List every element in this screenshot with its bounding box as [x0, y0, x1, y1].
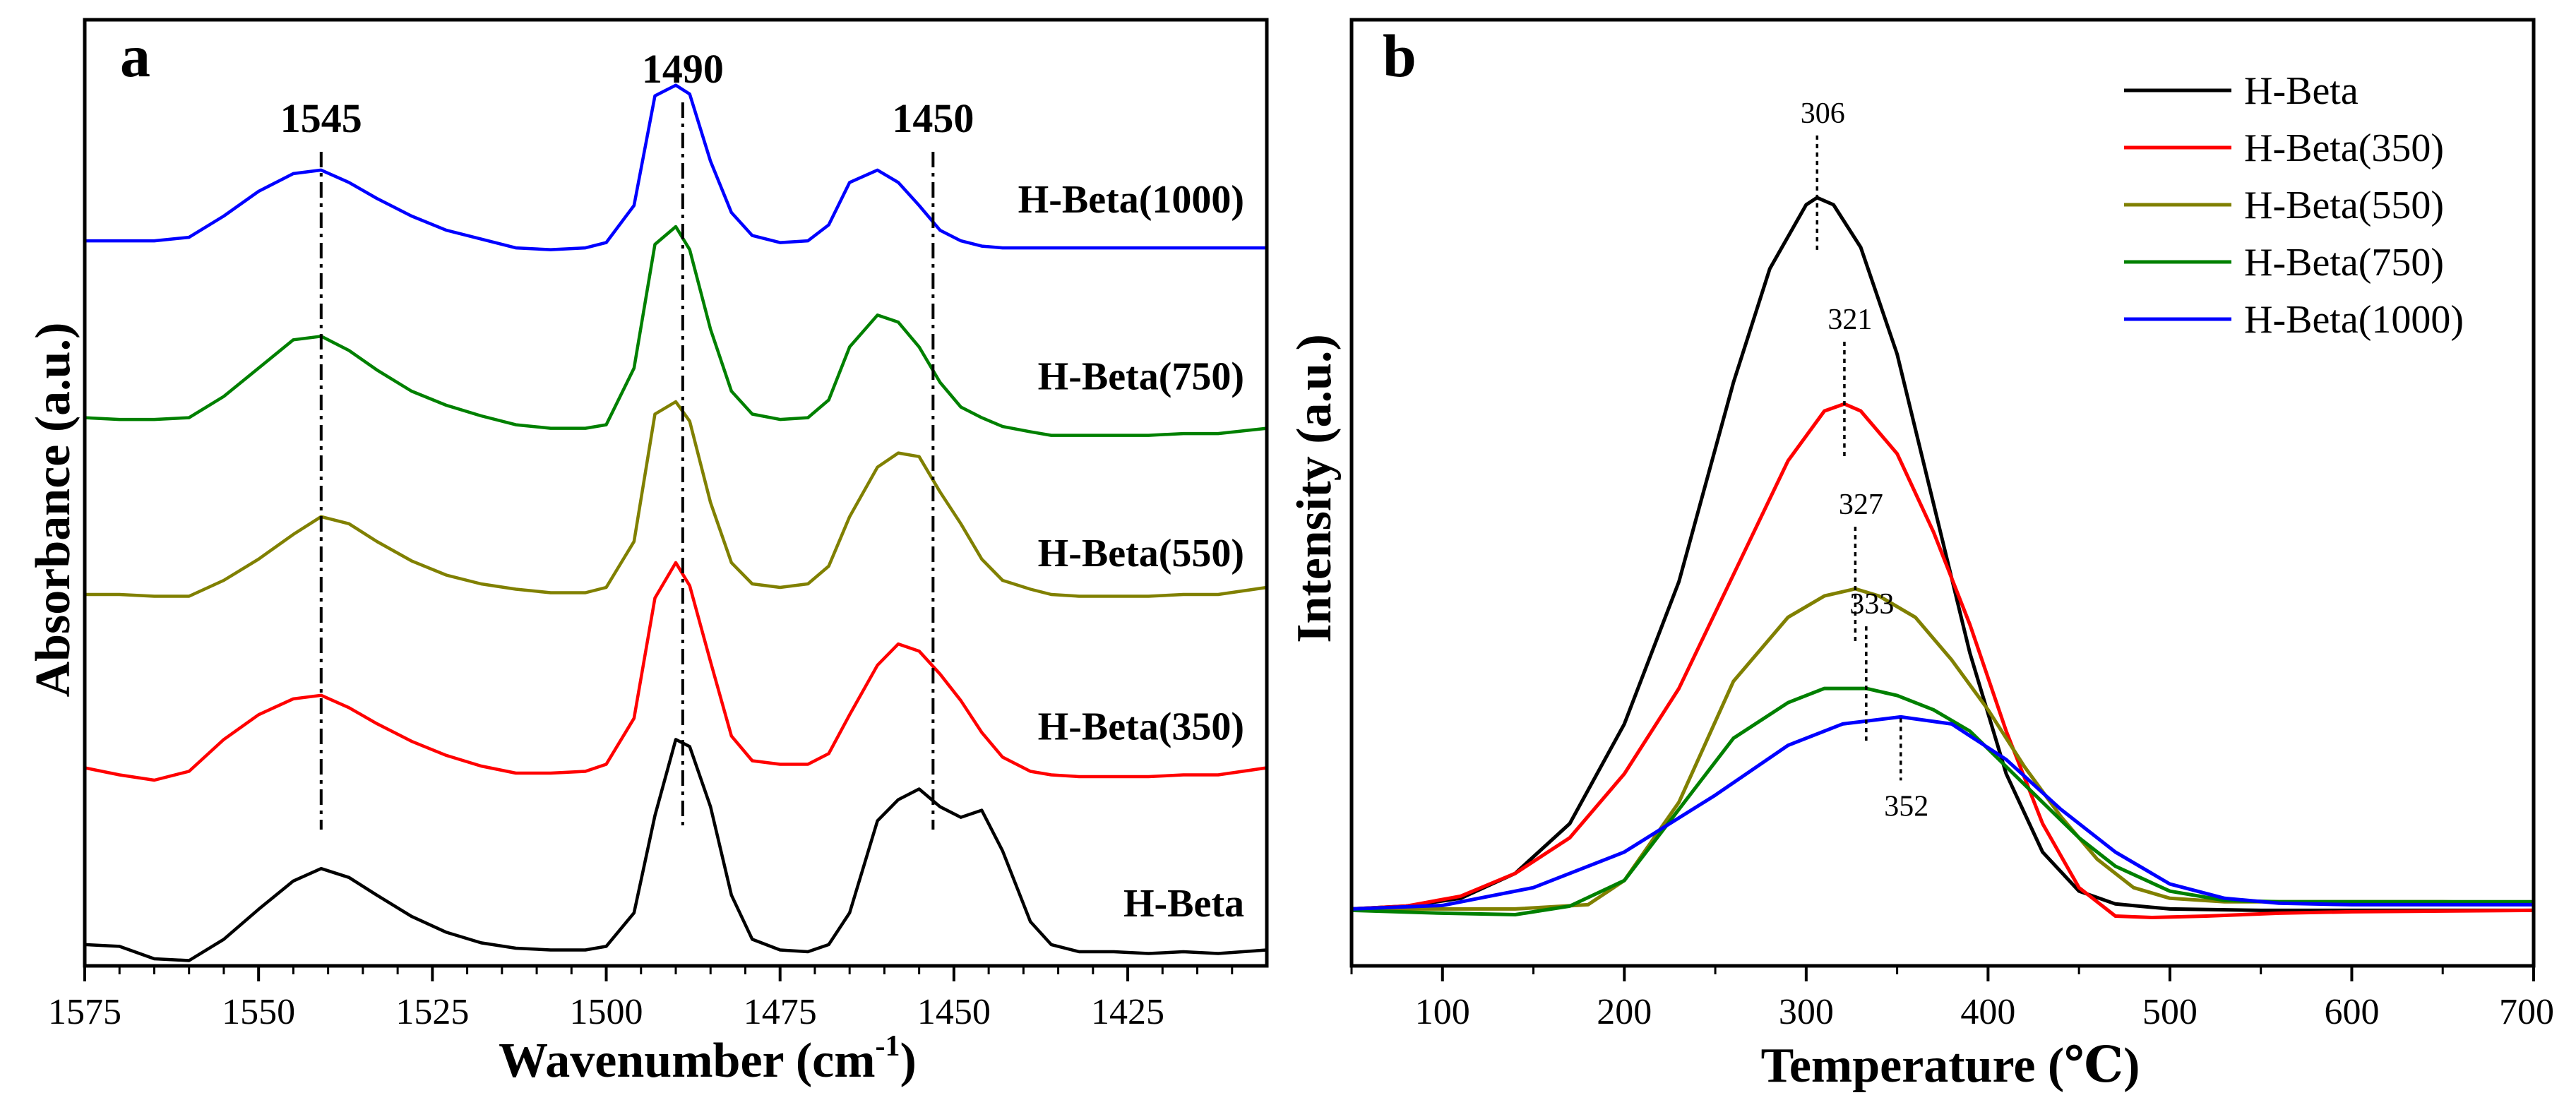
panel-b-x-tick-label-200: 200 [1597, 992, 1652, 1032]
panel-a-x-tick-label-1425: 1425 [1091, 992, 1164, 1032]
panel-a-series-label-h-beta: H-Beta [1123, 882, 1244, 926]
panel-a-series-h-beta [84, 738, 1268, 962]
panel-b-x-tick-label-500: 500 [2142, 992, 2198, 1032]
panel-a-x-tick-label-1525: 1525 [395, 992, 469, 1032]
panel-a-series-label-h-beta-750: H-Beta(750) [1038, 355, 1244, 399]
panel-b-peak-label-333: 333 [1849, 588, 1894, 621]
panel-a-x-tick-label-1550: 1550 [222, 992, 295, 1032]
panel-a-series-label-h-beta-350: H-Beta(350) [1038, 705, 1244, 749]
panel-a-x-tick-label-1500: 1500 [570, 992, 643, 1032]
panel-a-frame [83, 18, 1269, 968]
panel-b-x-tick-label-400: 400 [1960, 992, 2015, 1032]
panel-b-series-h-beta-350 [1351, 402, 2534, 919]
panel-a-label: a [120, 22, 150, 90]
panel-a-spectra-chart: a Absorbance (a.u.) Wavenumber (cm-1) 15… [26, 18, 1269, 1088]
panel-b-series-h-beta [1351, 196, 2534, 912]
panel-b-legend-label-h-beta: H-Beta [2244, 69, 2359, 113]
panel-b-frame [1349, 18, 2536, 968]
panel-b-tpd-chart: b Intensity (a.u.) Temperature (℃) 306 32… [1287, 18, 2554, 1093]
panel-a-peak-label-1490: 1490 [642, 46, 724, 92]
panel-b-peak-label-321: 321 [1827, 304, 1872, 336]
panel-a-x-tick-label-1575: 1575 [48, 992, 121, 1032]
panel-a-x-tick-label-1475: 1475 [744, 992, 817, 1032]
panel-b-peak-label-327: 327 [1839, 489, 1883, 521]
panel-b-x-axis-title: Temperature (℃) [1761, 1039, 2140, 1093]
panel-b-x-tick-label-300: 300 [1779, 992, 1834, 1032]
panel-b-series-h-beta-1000 [1351, 715, 2534, 911]
panel-b-peak-label-352: 352 [1884, 790, 1928, 823]
panel-a-peak-label-1450: 1450 [892, 95, 974, 141]
panel-b-label: b [1383, 22, 1417, 90]
panel-a-y-axis-title: Absorbance (a.u.) [26, 323, 80, 698]
panel-b-x-tick-label-100: 100 [1415, 992, 1470, 1032]
panel-a-peak-label-1545: 1545 [280, 95, 362, 141]
panel-a-series-h-beta-1000 [85, 83, 1267, 251]
panel-b-legend-label-h-beta-750: H-Beta(750) [2244, 241, 2444, 285]
panel-a-series-label-h-beta-550: H-Beta(550) [1038, 532, 1244, 575]
panel-b-legend: H-Beta H-Beta(350) H-Beta(550) H-Beta(750) H… [2124, 69, 2464, 342]
panel-a-x-axis-title: Wavenumber (cm-1) [499, 1030, 917, 1088]
panel-b-x-tick-label-700: 700 [2499, 992, 2554, 1032]
panel-b-peak-label-306: 306 [1801, 97, 1845, 130]
panel-a-series-h-beta-350 [84, 561, 1268, 782]
panel-b-x-tick-label-600: 600 [2324, 992, 2379, 1032]
panel-b-y-axis-title: Intensity (a.u.) [1287, 334, 1342, 643]
panel-b-legend-label-h-beta-350: H-Beta(350) [2244, 126, 2444, 170]
panel-b-legend-label-h-beta-1000: H-Beta(1000) [2244, 298, 2464, 342]
panel-a-series-label-h-beta-1000: H-Beta(1000) [1018, 178, 1244, 222]
panel-b-legend-label-h-beta-550: H-Beta(550) [2244, 184, 2444, 227]
panel-a-x-tick-label-1450: 1450 [917, 992, 991, 1032]
